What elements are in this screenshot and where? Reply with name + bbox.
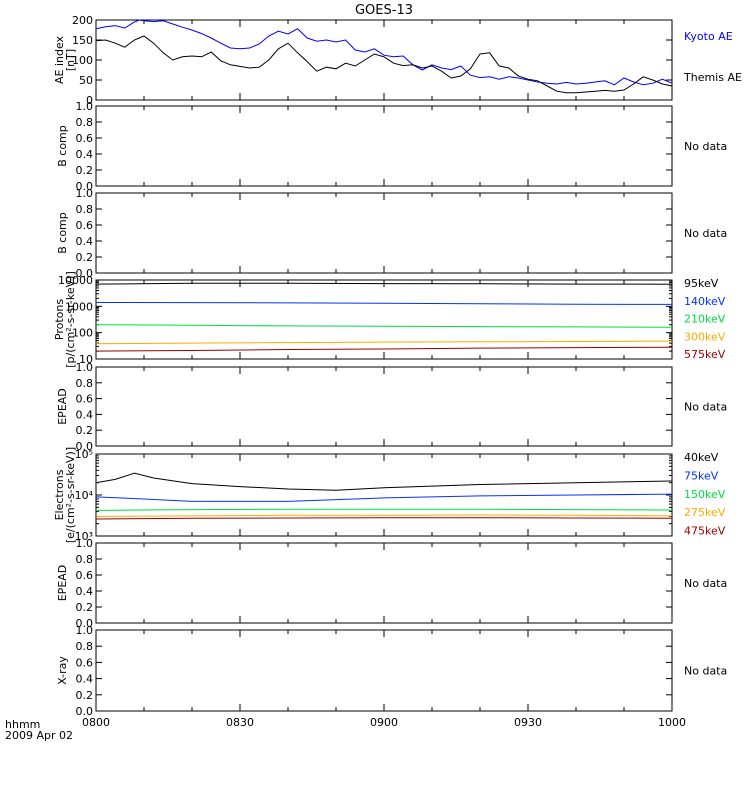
y-tick-label: 100	[72, 54, 93, 67]
y-tick-label: 0.0	[76, 180, 94, 193]
y-axis-units: [p/(cm²-s-sr-keV)]	[64, 271, 77, 368]
y-tick-label: 10⁴	[75, 489, 94, 502]
x-tick-label: 0800	[82, 716, 110, 729]
series-line-themis-ae	[95, 35, 673, 94]
y-tick-label: 0.6	[76, 132, 94, 145]
series-line-300kev	[95, 340, 673, 345]
series-line-40kev	[95, 472, 673, 491]
y-tick-label: 100	[72, 327, 93, 340]
y-tick-label: 1.0	[76, 361, 94, 374]
y-tick-label: 0.6	[76, 569, 94, 582]
legend-210keV: 210keV	[684, 313, 726, 326]
y-tick-label: 0.2	[76, 251, 94, 264]
y-tick-label: 1.0	[76, 537, 94, 550]
y-axis-label: B comp	[56, 125, 69, 167]
y-tick-label: 200	[72, 14, 93, 27]
y-tick-label: 0.0	[76, 440, 94, 453]
y-tick-label: 0	[86, 94, 93, 107]
panel-frame-b_comp_2	[95, 192, 673, 274]
y-tick-label: 0.8	[76, 640, 94, 653]
series-line-95kev	[95, 282, 673, 285]
y-tick-label: 0.4	[76, 235, 94, 248]
x-tick-label: 0900	[370, 716, 398, 729]
legend-kyoto-ae: Kyoto AE	[684, 30, 733, 43]
legend-75keV: 75keV	[684, 469, 719, 482]
y-tick-label: 1000	[65, 300, 93, 313]
y-axis-label: Electrons	[53, 469, 66, 520]
y-tick-label: 1.0	[76, 624, 94, 637]
no-data-label: No data	[684, 577, 727, 590]
y-tick-label: 0.8	[76, 553, 94, 566]
panel-frame-b_comp_1	[95, 105, 673, 187]
y-tick-label: 10⁵	[75, 448, 93, 461]
legend-140keV: 140keV	[684, 295, 726, 308]
y-tick-label: 1.0	[76, 187, 94, 200]
x-tick-label: 0830	[226, 716, 254, 729]
series-line-kyoto-ae	[95, 19, 673, 86]
no-data-label: No data	[684, 227, 727, 240]
no-data-label: No data	[684, 665, 727, 678]
series-line-75kev	[95, 493, 673, 502]
y-tick-label: 0.6	[76, 219, 94, 232]
y-tick-label: 10	[79, 353, 93, 366]
panel-frame-epead_2	[95, 542, 673, 624]
x-tick-label: 0930	[514, 716, 542, 729]
y-axis-label: B comp	[56, 212, 69, 254]
y-tick-label: 150	[72, 34, 93, 47]
plot-title: GOES-13	[355, 3, 413, 18]
series-line-575kev	[95, 346, 673, 352]
no-data-label: No data	[684, 140, 727, 153]
y-tick-label: 0.2	[76, 689, 94, 702]
y-tick-label: 0.2	[76, 601, 94, 614]
y-tick-label: 0.0	[76, 705, 94, 718]
date-label: 2009 Apr 02	[5, 729, 73, 742]
y-tick-label: 0.8	[76, 377, 94, 390]
y-tick-label: 0.0	[76, 267, 94, 280]
y-axis-label: AE index	[53, 35, 66, 84]
y-tick-label: 0.4	[76, 585, 94, 598]
legend-475keV: 475keV	[684, 525, 726, 538]
legend-275keV: 275keV	[684, 506, 726, 519]
y-axis-label: EPEAD	[56, 388, 69, 425]
y-tick-label: 0.0	[76, 617, 94, 630]
legend-150keV: 150keV	[684, 488, 726, 501]
y-tick-label: 0.2	[76, 164, 94, 177]
legend-95keV: 95keV	[684, 277, 719, 290]
y-tick-label: 0.8	[76, 116, 94, 129]
y-tick-label: 50	[79, 74, 93, 87]
no-data-label: No data	[684, 401, 727, 414]
series-line-275kev	[95, 514, 673, 517]
legend-themis-ae: Themis AE	[683, 71, 742, 84]
y-axis-label: Protons	[53, 299, 66, 340]
series-line-210kev	[95, 324, 673, 328]
y-axis-units: [e/(cm²-s-sr-keV)]	[64, 447, 77, 543]
y-tick-label: 0.6	[76, 656, 94, 669]
y-tick-label: 0.2	[76, 424, 94, 437]
panel-frame-xray	[95, 629, 673, 712]
time-axis-label: hhmm	[5, 718, 40, 731]
y-tick-label: 10000	[58, 274, 93, 287]
legend-575keV: 575keV	[684, 348, 726, 361]
y-tick-label: 0.6	[76, 393, 94, 406]
panel-frame-ae_index	[95, 19, 673, 101]
legend-40keV: 40keV	[684, 451, 719, 464]
series-line-475kev	[95, 517, 673, 520]
panel-frame-epead_1	[95, 366, 673, 447]
y-tick-label: 0.8	[76, 203, 94, 216]
y-tick-label: 0.4	[76, 673, 94, 686]
legend-300keV: 300keV	[684, 330, 726, 343]
y-tick-label: 0.4	[76, 148, 94, 161]
y-axis-label: X-ray	[56, 656, 69, 685]
series-line-140kev	[95, 302, 673, 305]
y-axis-label: EPEAD	[56, 565, 69, 602]
y-axis-units: [nT]	[64, 49, 77, 71]
y-tick-label: 1.0	[76, 100, 94, 113]
y-tick-label: 0.4	[76, 408, 94, 421]
y-tick-label: 10³	[75, 530, 93, 543]
series-line-150kev	[95, 508, 673, 511]
x-tick-label: 1000	[658, 716, 686, 729]
